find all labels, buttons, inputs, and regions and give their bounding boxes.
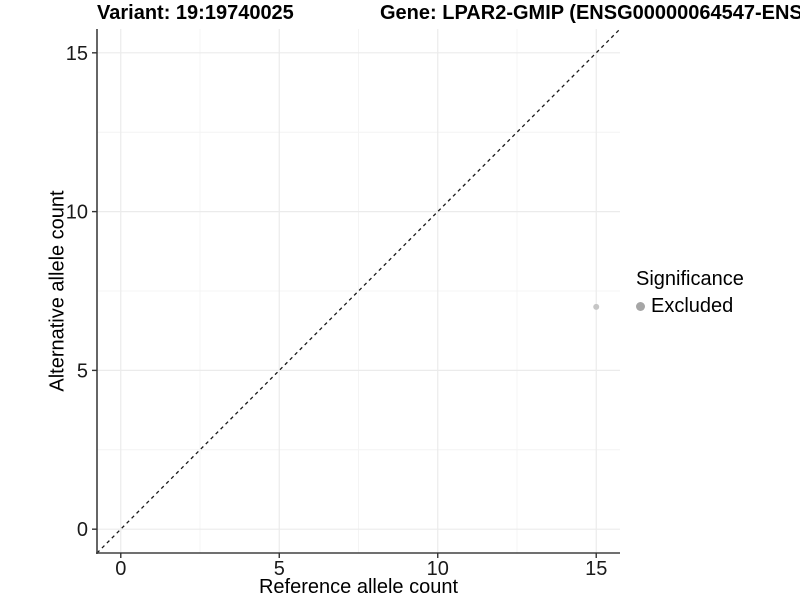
legend-entries: Excluded (636, 295, 744, 318)
legend-point-icon (636, 302, 645, 311)
gene-title: Gene: LPAR2-GMIP (ENSG00000064547-ENS (380, 2, 800, 24)
x-tick-label: 10 (427, 558, 449, 580)
y-tick-label: 0 (77, 519, 88, 541)
variant-title: Variant: 19:19740025 (97, 2, 294, 24)
legend-entry: Excluded (636, 295, 744, 318)
legend-entry-label: Excluded (651, 295, 734, 317)
y-tick-label: 10 (66, 202, 88, 224)
legend-title: Significance (636, 268, 744, 290)
y-tick-label: 15 (66, 43, 88, 65)
y-axis-label: Alternative allele count (46, 190, 69, 392)
legend: Significance Excluded (636, 268, 744, 318)
x-tick-label: 0 (115, 558, 126, 580)
x-axis-label: Reference allele count (258, 576, 458, 598)
x-tick-label: 5 (274, 558, 285, 580)
x-tick-label: 15 (585, 558, 607, 580)
y-tick-label: 5 (77, 360, 88, 382)
identity-reference-line (96, 28, 621, 554)
data-point (593, 303, 600, 310)
